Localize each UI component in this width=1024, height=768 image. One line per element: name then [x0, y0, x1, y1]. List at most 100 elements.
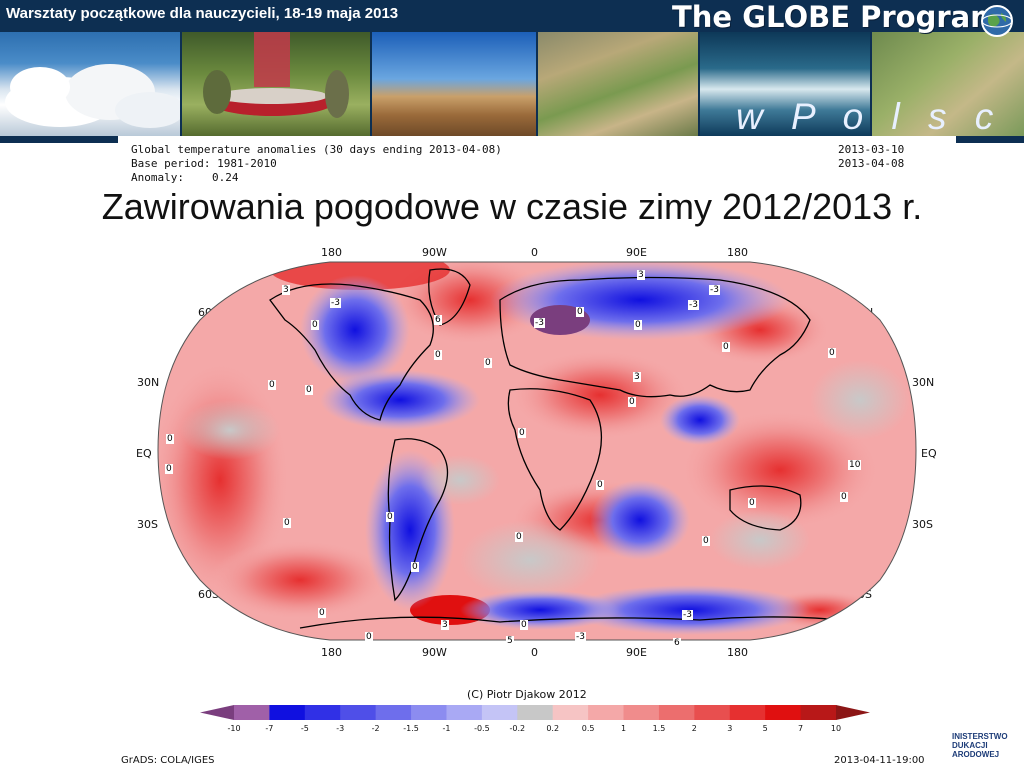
lat-label-left-eq: EQ — [136, 447, 152, 460]
lat-label-right-30s: 30S — [912, 518, 933, 531]
contour-label: 0 — [165, 464, 173, 474]
contour-label: 0 — [628, 397, 636, 407]
contour-label: -3 — [575, 632, 586, 642]
contour-label: 0 — [318, 608, 326, 618]
photo-desert — [372, 32, 536, 136]
colorbar-tick-label: -0.5 — [474, 724, 490, 733]
contour-label: 0 — [268, 380, 276, 390]
map-credit: (C) Piotr Djakow 2012 — [467, 688, 587, 701]
globe-program-logo-text: The GLOBE Program — [672, 0, 1001, 34]
contour-label: 0 — [518, 428, 526, 438]
colorbar-tick-label: 1.5 — [652, 724, 666, 733]
lon-label-top-0: 0 — [531, 246, 538, 259]
contour-label: -3 — [534, 318, 545, 328]
contour-label: 0 — [722, 342, 730, 352]
lon-label-top-90e: 90E — [626, 246, 647, 259]
lat-label-left-60n: 60N — [198, 306, 221, 319]
map-figure — [118, 136, 956, 768]
map-meta-date-end: 2013-04-08 — [838, 157, 905, 170]
globe-icon — [981, 5, 1013, 37]
lat-label-left-30s: 30S — [137, 518, 158, 531]
photo-hummingbirds — [182, 32, 370, 136]
ministry-line-1: INISTERSTWO — [952, 732, 1008, 741]
photo-farmland — [538, 32, 698, 136]
contour-label: 0 — [484, 358, 492, 368]
map-meta-title: Global temperature anomalies (30 days en… — [131, 143, 502, 156]
colorbar-tick-label: -10 — [227, 724, 241, 733]
lon-label-bottom-180w: 180 — [321, 646, 342, 659]
contour-label: 3 — [441, 620, 449, 630]
contour-label: 6 — [434, 315, 442, 325]
contour-label: 0 — [365, 632, 373, 642]
contour-label: 0 — [515, 532, 523, 542]
colorbar-tick-label: -1.5 — [403, 724, 419, 733]
colorbar-tick-label: -7 — [265, 724, 274, 733]
lon-label-bottom-0: 0 — [531, 646, 538, 659]
colorbar-tick-label: -5 — [300, 724, 309, 733]
colorbar-tick-label: 3 — [727, 724, 733, 733]
photo-clouds — [0, 32, 180, 136]
lon-label-top-180e: 180 — [727, 246, 748, 259]
lon-label-bottom-90w: 90W — [422, 646, 447, 659]
footer-grads: GrADS: COLA/IGES — [121, 755, 215, 766]
contour-label: 0 — [828, 348, 836, 358]
slide-title: Zawirowania pogodowe w czasie zimy 2012/… — [101, 186, 923, 227]
ministry-line-2: DUKACJI — [952, 741, 988, 750]
contour-label: -3 — [709, 285, 720, 295]
contour-label: 10 — [848, 460, 862, 470]
colorbar-tick-label: -1 — [442, 724, 451, 733]
contour-label: 0 — [840, 492, 848, 502]
ministry-logo-text: INISTERSTWO DUKACJI ARODOWEJ — [952, 732, 1008, 759]
contour-label: 5 — [506, 636, 514, 646]
lat-label-left-30n: 30N — [137, 376, 160, 389]
header-banner: Warsztaty początkowe dla nauczycieli, 18… — [0, 0, 1024, 143]
contour-label: 0 — [434, 350, 442, 360]
contour-label: 6 — [673, 638, 681, 648]
colorbar-tick-label: 7 — [798, 724, 804, 733]
lat-label-right-60n: 60N — [851, 306, 874, 319]
contour-label: 0 — [311, 320, 319, 330]
map-meta-anomaly-label: Anomaly: — [131, 171, 184, 184]
photo-landscape — [872, 32, 1024, 136]
contour-label: -3 — [682, 610, 693, 620]
contour-label: 0 — [520, 620, 528, 630]
colorbar-tick-label: 1 — [620, 724, 627, 733]
colorbar-tick-label: -2 — [371, 724, 380, 733]
map-meta-anomaly-value: 0.24 — [212, 171, 239, 184]
colorbar-tick-label: 5 — [762, 724, 768, 733]
lat-label-right-60s: 60S — [851, 588, 872, 601]
colorbar-tick-label: -0.2 — [509, 724, 526, 733]
contour-label: 0 — [166, 434, 174, 444]
contour-label: 0 — [283, 518, 291, 528]
lon-label-top-180w: 180 — [321, 246, 342, 259]
contour-label: 0 — [596, 480, 604, 490]
lat-label-right-eq: EQ — [921, 447, 937, 460]
map-meta-base-period: Base period: 1981-2010 — [131, 157, 277, 170]
contour-label: 0 — [305, 385, 313, 395]
colorbar-tick-label: 0.2 — [546, 724, 560, 733]
header-title: Warsztaty początkowe dla nauczycieli, 18… — [6, 5, 399, 22]
contour-label: -3 — [330, 298, 341, 308]
contour-label: -3 — [688, 300, 699, 310]
colorbar-tick-label: 10 — [830, 724, 842, 733]
contour-label: 3 — [637, 270, 645, 280]
ministry-line-3: ARODOWEJ — [952, 750, 1000, 759]
colorbar-tick-label: 0.5 — [581, 724, 595, 733]
cloud-icon — [5, 64, 180, 128]
lon-label-bottom-180e: 180 — [727, 646, 748, 659]
lon-label-top-90w: 90W — [422, 246, 447, 259]
hummingbird-icon — [203, 32, 349, 118]
contour-label: 0 — [748, 498, 756, 508]
contour-label: 0 — [411, 562, 419, 572]
map-meta-date-start: 2013-03-10 — [838, 143, 905, 156]
photo-ocean-waves — [700, 32, 870, 136]
colorbar-tick-label: 2 — [691, 724, 697, 733]
lon-label-bottom-90e: 90E — [626, 646, 647, 659]
lat-label-right-30n: 30N — [912, 376, 935, 389]
contour-label: 0 — [386, 512, 394, 522]
contour-label: 0 — [702, 536, 710, 546]
contour-label: 3 — [633, 372, 641, 382]
lat-label-left-60s: 60S — [198, 588, 219, 601]
contour-label: 0 — [634, 320, 642, 330]
footer-timestamp: 2013-04-11-19:00 — [834, 755, 925, 766]
